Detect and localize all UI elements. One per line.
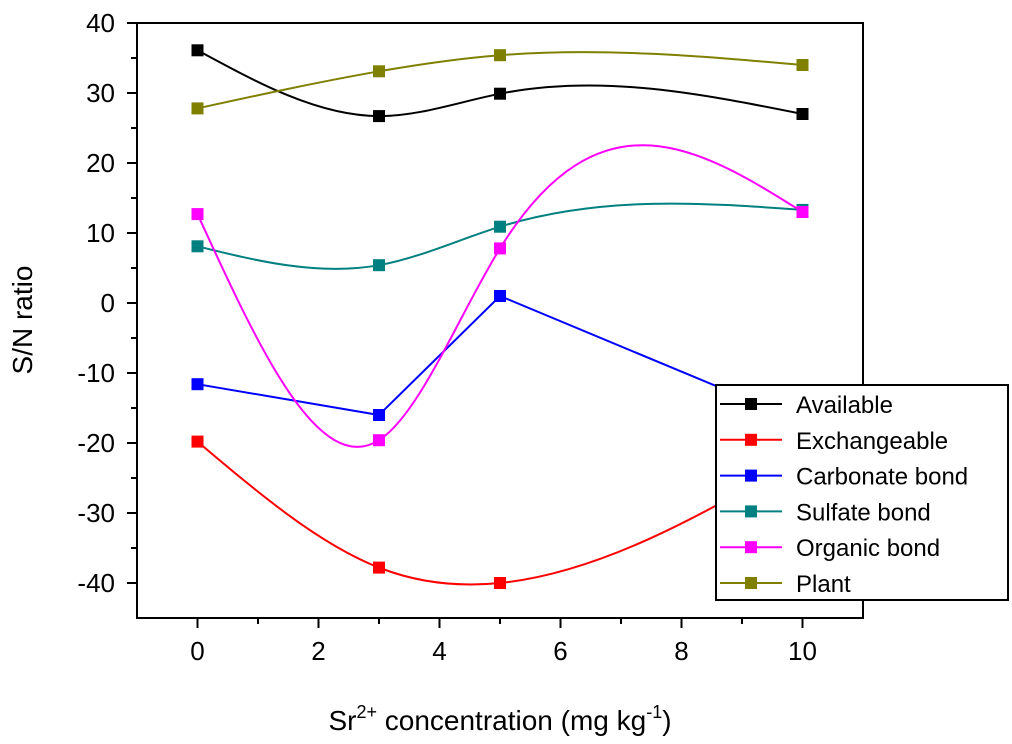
x-tick-label: 4 [432,636,446,666]
legend-marker [745,577,757,589]
legend-marker [745,541,757,554]
data-point [191,44,204,57]
x-tick-label: 6 [553,636,567,666]
y-axis-label: S/N ratio [7,266,38,375]
x-label-sup: 2+ [356,702,377,722]
series-line [196,144,804,448]
x-tick-label: 10 [788,636,817,666]
y-tick-label: 0 [101,288,115,318]
y-tick-label: 20 [86,148,115,178]
data-point [373,561,385,574]
series-line [197,51,803,110]
data-point [373,259,385,272]
legend-label: Sulfate bond [796,499,931,526]
legend: Available Exchangeable Carbonate bond Sulfa… [715,384,1009,601]
data-point [796,206,809,218]
y-tick-label: -20 [77,428,115,458]
data-point [191,435,204,448]
data-point [373,409,385,421]
data-point [494,49,506,62]
series-line [197,202,803,270]
legend-marker [745,469,757,482]
data-point [494,87,506,100]
data-point [494,242,506,255]
x-label-sup: -1 [646,702,662,722]
series-line [197,49,803,118]
x-tick-label: 2 [311,636,325,666]
x-label-part: Sr [328,705,356,736]
data-point [191,378,204,391]
data-point [796,59,809,71]
data-point [494,577,506,589]
data-point [373,110,385,123]
data-point [373,65,385,78]
x-tick-label: 0 [190,636,204,666]
data-point [494,290,506,302]
data-point [494,220,506,233]
x-tick-label: 8 [674,636,688,666]
legend-label: Organic bond [796,535,940,562]
x-label-part: ) [662,705,671,736]
data-point [373,434,385,447]
legend-label: Exchangeable [796,428,948,455]
data-point [191,240,204,253]
series-line [196,440,803,586]
x-axis-label: Sr2+ concentration (mg kg-1) [328,702,671,736]
legend-label: Carbonate bond [796,464,968,491]
y-tick-label: -30 [77,498,115,528]
legend-marker [745,398,757,410]
legend-label: Available [796,392,893,419]
y-tick-label: -40 [77,568,115,598]
series-line [197,294,803,423]
y-tick-label: 10 [86,218,115,248]
legend-marker [745,505,757,518]
data-point [191,208,204,221]
legend-box [715,384,1009,601]
legend-label: Plant [796,571,851,598]
data-point [191,102,204,115]
y-tick-label: -10 [77,358,115,388]
data-point [796,108,809,120]
x-label-part: concentration (mg kg [377,705,646,736]
y-tick-label: 30 [86,78,115,108]
y-tick-label: 40 [86,8,115,38]
legend-marker [745,433,757,446]
